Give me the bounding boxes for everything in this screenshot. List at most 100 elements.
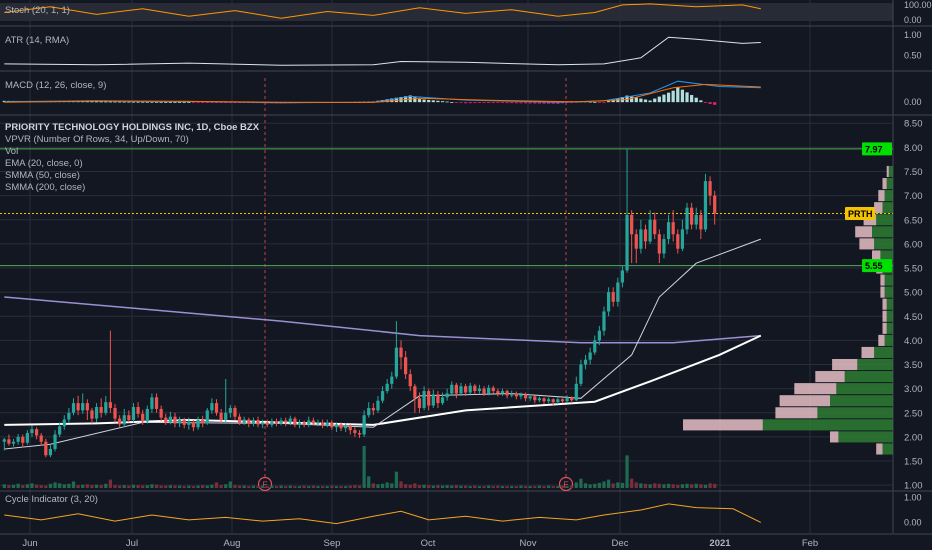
volume-bar-99 — [459, 485, 463, 488]
chart-title: PRIORITY TECHNOLOGY HOLDINGS INC, 1D, Cb… — [5, 122, 260, 133]
volume-bar-110 — [510, 486, 514, 488]
candles — [2, 148, 717, 458]
macd-hist-36 — [168, 102, 172, 103]
vp-down-13 — [882, 322, 887, 334]
candle-body-97 — [450, 384, 454, 394]
vp-up-10 — [884, 286, 893, 298]
cycle-line — [4, 503, 762, 525]
vp-down-1 — [882, 178, 887, 190]
candle-body-109 — [505, 391, 509, 396]
legend-smma200: SMMA (200, close) — [5, 182, 86, 193]
volume-bar-69 — [320, 486, 325, 488]
volume-bar-10 — [48, 483, 53, 488]
volume-bar-142 — [657, 483, 661, 488]
candle-body-78 — [362, 415, 366, 435]
volume-bar-120 — [556, 486, 560, 488]
candle-body-81 — [376, 400, 380, 411]
macd-hist-116 — [537, 102, 542, 104]
candle-body-62 — [288, 418, 292, 423]
cycle-legend: Cycle Indicator (3, 20) — [5, 494, 98, 505]
volume-bar-143 — [662, 484, 666, 488]
candle-body-111 — [514, 393, 518, 397]
macd-hist-41 — [191, 102, 196, 103]
candle-body-117 — [542, 398, 546, 402]
macd-hist-106 — [491, 102, 495, 103]
candle-body-110 — [510, 393, 514, 396]
vp-up-19 — [830, 395, 893, 407]
candle-body-49 — [228, 407, 232, 413]
price-tick-13: 2.00 — [904, 432, 923, 443]
volume-bar-11 — [53, 482, 57, 488]
x-tick-5: Nov — [520, 538, 537, 549]
price-tick-5: 6.00 — [904, 239, 923, 250]
earnings-label-0: E — [262, 481, 267, 490]
volume-bar-119 — [551, 486, 555, 488]
vp-up-0 — [888, 165, 893, 178]
candle-body-83 — [385, 383, 389, 392]
volume-bar-51 — [237, 485, 242, 488]
vp-down-2 — [878, 190, 885, 202]
volume-bar-94 — [436, 485, 440, 488]
macd-hist-24 — [113, 101, 117, 103]
volume-bar-138 — [639, 483, 643, 488]
macd-hist-26 — [122, 101, 126, 103]
candle-body-116 — [537, 398, 542, 401]
candle-body-64 — [297, 422, 302, 425]
price-tick-1: 8.00 — [904, 143, 923, 154]
candle-body-73 — [339, 424, 343, 429]
price-tick-4: 6.50 — [904, 215, 923, 226]
candle-body-129 — [597, 330, 601, 341]
volume-bar-44 — [205, 485, 209, 488]
price-tick-11: 3.00 — [904, 384, 923, 395]
vp-down-14 — [878, 334, 885, 346]
candle-body-148 — [685, 207, 689, 230]
volume-bar-86 — [399, 481, 403, 488]
volume-bar-77 — [357, 485, 362, 488]
candle-body-52 — [242, 419, 246, 423]
candle-body-104 — [482, 388, 486, 394]
candle-body-11 — [53, 434, 57, 449]
price-tick-3: 7.00 — [904, 191, 923, 202]
vp-down-22 — [830, 431, 839, 443]
candle-body-125 — [579, 364, 583, 384]
volume-bar-32 — [150, 484, 154, 488]
candle-body-132 — [611, 292, 615, 302]
macd-hist-120 — [556, 102, 560, 104]
level-tag-bg-0 — [862, 142, 892, 156]
candle-body-24 — [113, 407, 117, 419]
macd-hist-42 — [196, 102, 200, 103]
candle-body-54 — [251, 420, 256, 424]
candle-body-61 — [284, 420, 288, 423]
volume-bar-16 — [76, 485, 80, 488]
macd-hist-99 — [459, 102, 463, 103]
candle-body-9 — [44, 441, 48, 456]
volume-bar-132 — [611, 483, 615, 488]
volume-bar-64 — [297, 486, 302, 488]
vp-down-9 — [880, 274, 885, 286]
volume-bar-134 — [620, 482, 625, 488]
candle-body-103 — [477, 388, 482, 392]
volume-bar-108 — [500, 486, 505, 488]
macd-hist-142 — [657, 96, 661, 103]
candle-body-82 — [380, 391, 385, 401]
vp-up-9 — [884, 274, 893, 286]
macd-hist-114 — [528, 102, 532, 104]
volume-profile — [683, 165, 893, 455]
volume-bar-55 — [256, 486, 260, 488]
macd-hist-92 — [427, 99, 431, 103]
vp-down-11 — [882, 298, 887, 310]
macd-hist-110 — [510, 102, 514, 104]
candle-body-25 — [118, 418, 122, 425]
candle-body-121 — [560, 399, 565, 402]
volume-bar-66 — [307, 486, 311, 488]
candle-body-39 — [182, 420, 186, 425]
atr-tick-1: 0.50 — [904, 51, 922, 61]
volume-bar-148 — [685, 483, 689, 488]
volume-bar-81 — [376, 484, 380, 488]
macd-hist-28 — [131, 101, 136, 103]
volume-bar-72 — [334, 486, 339, 488]
volume-bar-106 — [491, 486, 495, 488]
x-tick-1: Jul — [126, 538, 138, 549]
volume-bar-38 — [177, 485, 182, 488]
